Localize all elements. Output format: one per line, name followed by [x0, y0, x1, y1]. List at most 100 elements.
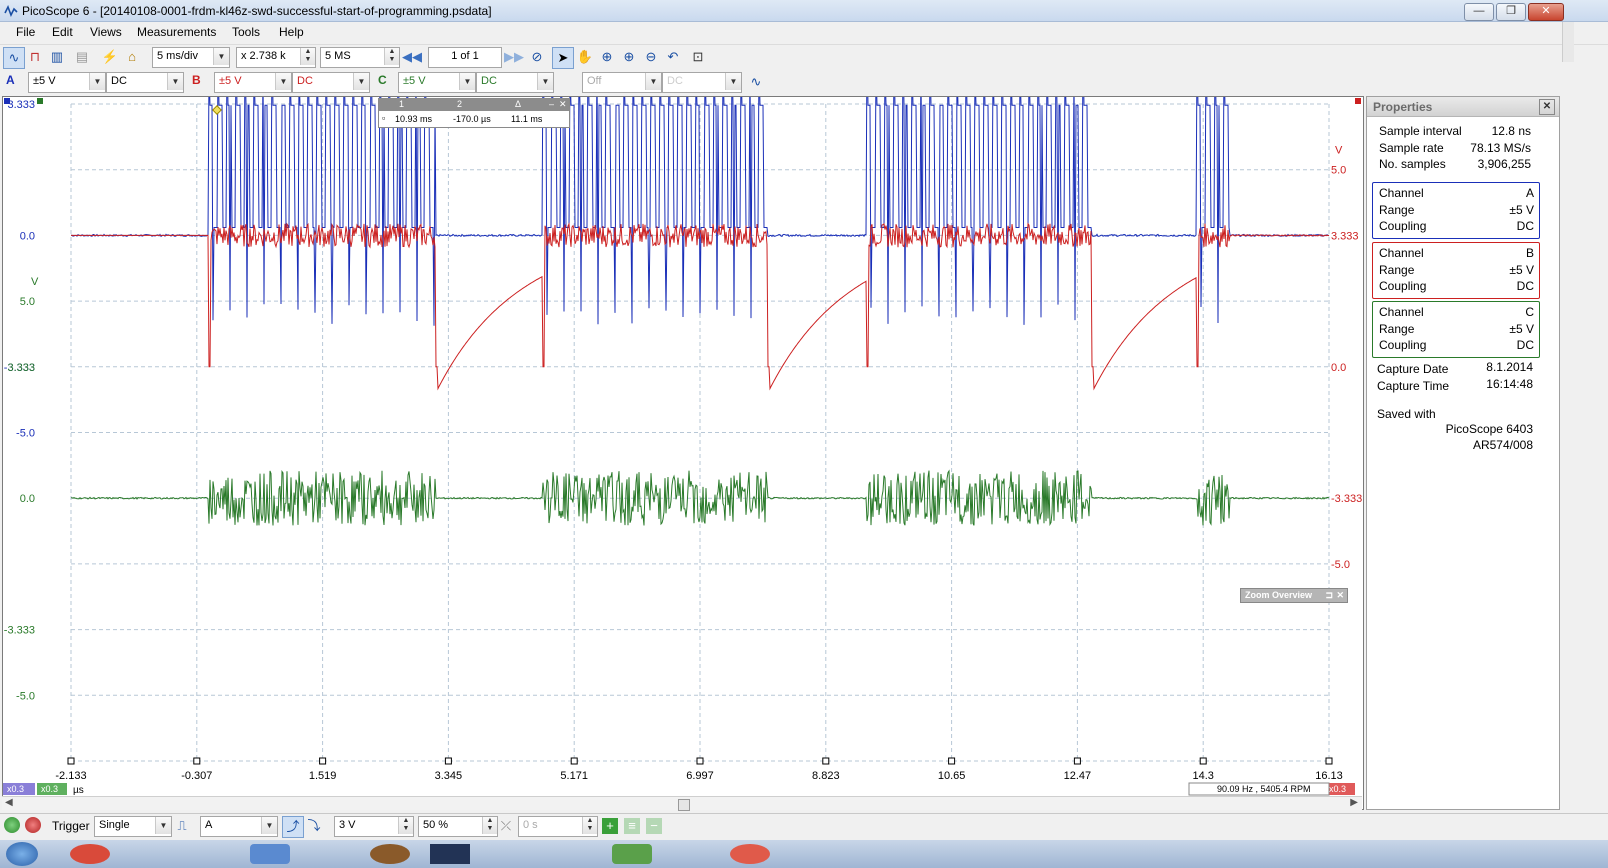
menu-tools[interactable]: Tools	[232, 25, 261, 39]
channel-b-trace	[71, 222, 1330, 391]
channel-a-coupling-select[interactable]: DC ▼	[106, 72, 184, 93]
menu-edit[interactable]: Edit	[52, 25, 73, 39]
picoscope-app-icon	[4, 5, 18, 17]
channel-b-coupling: DC	[297, 75, 313, 87]
trigger-delay-stepper[interactable]: 0 s ▲ ▼	[518, 816, 598, 837]
menu-file[interactable]: File	[16, 25, 36, 39]
x-scale-label: x0.3	[41, 784, 58, 794]
scroll-thumb[interactable]	[678, 799, 690, 811]
no-samples-label: No. samples	[1379, 157, 1446, 171]
taskbar-app-icon[interactable]	[730, 844, 770, 864]
trigger-mode-select[interactable]: Single ▼	[94, 816, 172, 837]
buffer-navigator[interactable]: 1 of 1	[428, 47, 502, 68]
edit-measurement-icon[interactable]: ≡	[624, 818, 640, 834]
zoom-stepper[interactable]: x 2.738 k ▲ ▼	[236, 47, 316, 68]
taskbar-app-icon[interactable]	[70, 844, 110, 864]
channel-b-range-select[interactable]: ±5 V ▼	[214, 72, 292, 93]
rising-edge-icon[interactable]: ⤴	[282, 816, 304, 838]
scope-mode-icon[interactable]: ∿	[3, 47, 25, 69]
channel-c-coupling-select[interactable]: DC ▼	[476, 72, 554, 93]
samples-stepper[interactable]: 5 MS ▲ ▼	[320, 47, 400, 68]
channel-c-button[interactable]: C	[378, 73, 387, 87]
channel-d-range-select[interactable]: Off ▼	[582, 72, 662, 93]
horizontal-scrollbar[interactable]: ◀ ▶	[2, 796, 1362, 811]
channel-a-button[interactable]: A	[6, 73, 15, 87]
probe-icon[interactable]: ⚡	[101, 49, 119, 64]
menu-help[interactable]: Help	[279, 25, 304, 39]
advanced-trigger-icon[interactable]: ⎍	[177, 818, 187, 833]
timebase-select[interactable]: 5 ms/div ▼	[152, 47, 230, 68]
taskbar-app-icon[interactable]	[612, 844, 652, 864]
undo-zoom-icon[interactable]: ↶	[667, 49, 679, 64]
zoom-overview-panel[interactable]: Zoom Overview ⊐ ✕	[1240, 588, 1348, 603]
no-samples-value: 3,906,255	[1477, 157, 1531, 171]
x-axis-marker	[319, 757, 327, 765]
next-buffer-icon[interactable]: ▶▶	[504, 49, 524, 64]
menu-measurements[interactable]: Measurements	[137, 25, 217, 39]
zoom-in-icon[interactable]: ⊕	[601, 49, 613, 64]
scroll-right-icon[interactable]: ▶	[1350, 797, 1358, 808]
taskbar-app-icon[interactable]	[250, 844, 290, 864]
menu-bar: File Edit Views Measurements Tools Help	[0, 22, 1608, 42]
close-icon[interactable]: ✕	[1336, 590, 1344, 600]
channel-d-coupling-select[interactable]: DC ▼	[662, 72, 742, 93]
zoom-overview-label: Zoom Overview	[1245, 590, 1313, 600]
run-icon[interactable]	[4, 817, 20, 833]
home-icon[interactable]: ⌂	[128, 49, 136, 64]
restore-button[interactable]: ❐	[1496, 3, 1526, 21]
start-button-icon[interactable]	[6, 842, 38, 866]
spin-arrows-icon: ▲ ▼	[482, 817, 497, 834]
buffer-overview-icon[interactable]: ⊘	[531, 49, 543, 64]
chevron-down-icon: ▼	[89, 73, 105, 90]
ruler-value-delta: 11.1 ms	[511, 114, 543, 124]
persistence-mode-icon[interactable]: ⊓	[29, 49, 41, 64]
ruler-minimize-icon[interactable]: –	[549, 99, 555, 109]
range-value: ±5 V	[1509, 263, 1534, 277]
math-channel-icon[interactable]: ∿	[750, 74, 762, 89]
zoom-overview-icon[interactable]: ⊡	[692, 49, 704, 64]
ruler-close-icon[interactable]: ✕	[559, 99, 567, 109]
spin-arrows-icon: ▲ ▼	[300, 48, 315, 65]
channel-b-coupling-select[interactable]: DC ▼	[292, 72, 370, 93]
spin-arrows-icon: ▲ ▼	[384, 48, 399, 65]
close-icon[interactable]: ✕	[1539, 99, 1555, 115]
scroll-left-icon[interactable]: ◀	[5, 797, 13, 808]
channel-c-range-select[interactable]: ±5 V ▼	[398, 72, 476, 93]
menu-views[interactable]: Views	[90, 25, 122, 39]
channel-b-button[interactable]: B	[192, 73, 201, 87]
delete-measurement-icon[interactable]: −	[646, 818, 662, 834]
taskbar-app-icon[interactable]	[370, 844, 410, 864]
zoom-value: x 2.738 k	[241, 50, 286, 62]
post-trigger-delay-icon[interactable]: ⤫	[500, 818, 512, 833]
window-title: PicoScope 6 - [20140108-0001-frdm-kl46z-…	[22, 4, 492, 18]
pointer-tool-icon[interactable]: ➤	[552, 47, 574, 69]
add-measurement-icon[interactable]: +	[602, 818, 618, 834]
x-scale-label: x0.3	[7, 784, 24, 794]
axis-tick-label: 0.0	[1331, 362, 1346, 374]
ruler-legend[interactable]: 1 2 Δ – ✕ ▫ 10.93 ms -170.0 µs 11.1 ms	[378, 98, 570, 128]
zoom-fit-icon[interactable]: ⊕	[623, 49, 635, 64]
trigger-threshold-stepper[interactable]: 3 V ▲ ▼	[334, 816, 414, 837]
close-window-button[interactable]: ✕	[1528, 3, 1564, 21]
coupling-value: DC	[1516, 338, 1534, 352]
pre-trigger-stepper[interactable]: 50 % ▲ ▼	[418, 816, 498, 837]
spectrum-mode-icon[interactable]: ▥	[50, 49, 64, 64]
serial-decode-icon[interactable]: ▤	[75, 49, 89, 64]
zoom-out-icon[interactable]: ⊖	[645, 49, 657, 64]
taskbar-app-icon[interactable]	[430, 844, 470, 864]
ruler-header[interactable]: 1 2 Δ – ✕	[379, 99, 569, 111]
trigger-source-select[interactable]: A ▼	[200, 816, 278, 837]
stop-icon[interactable]	[25, 817, 41, 833]
minimize-button[interactable]: —	[1464, 3, 1494, 21]
previous-buffer-icon[interactable]: ◀◀	[402, 49, 422, 64]
window-edge	[1562, 22, 1574, 62]
scope-view[interactable]: V 5.0 3.333 0.0 -3.333 -5.0 V 5.0 3.333 0.0 -3.333…	[2, 96, 1364, 810]
x-axis-marker	[1073, 757, 1081, 765]
pin-icon[interactable]: ⊐	[1325, 590, 1333, 600]
hand-tool-icon[interactable]: ✋	[576, 49, 594, 64]
x-axis-tick-label: 14.3	[1192, 770, 1213, 782]
windows-taskbar	[0, 840, 1608, 868]
falling-edge-icon[interactable]: ⤵	[307, 818, 321, 833]
channel-a-range-select[interactable]: ±5 V ▼	[28, 72, 106, 93]
axis-labels: V 5.0 3.333 0.0 -3.333 -5.0 V 5.0 3.333 0.0 -3.333…	[3, 98, 1362, 796]
